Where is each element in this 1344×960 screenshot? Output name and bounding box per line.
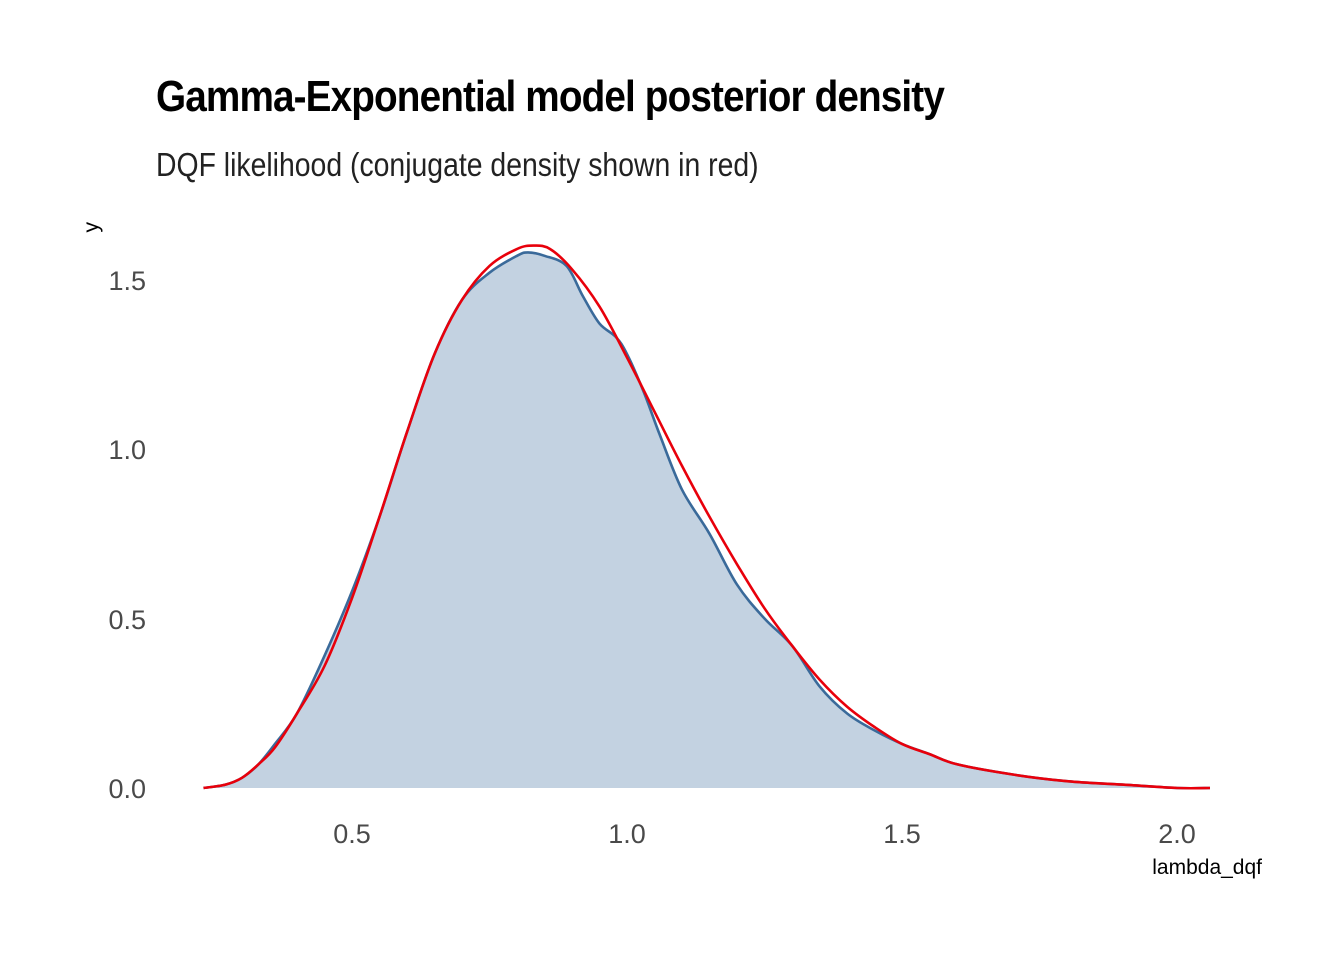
y-tick-label: 0.5 [108,605,146,635]
y-tick-label: 1.5 [108,266,146,296]
x-axis-ticks: 0.5 1.0 1.5 2.0 [333,819,1196,849]
y-axis-title: y [80,222,103,233]
chart-subtitle: DQF likelihood (conjugate density shown … [156,146,759,183]
kde-area-fill [203,252,1210,789]
y-tick-label: 1.0 [108,435,146,465]
x-axis-title: lambda_dqf [1152,856,1262,879]
y-tick-label: 0.0 [108,774,146,804]
chart-title: Gamma-Exponential model posterior densit… [156,72,945,121]
plot-area [203,244,1211,790]
x-tick-label: 1.5 [883,819,921,849]
x-tick-label: 0.5 [333,819,371,849]
y-axis-ticks: 0.0 0.5 1.0 1.5 [108,266,146,804]
x-tick-label: 1.0 [608,819,646,849]
x-tick-label: 2.0 [1158,819,1196,849]
conjugate-density-line [203,244,1211,790]
